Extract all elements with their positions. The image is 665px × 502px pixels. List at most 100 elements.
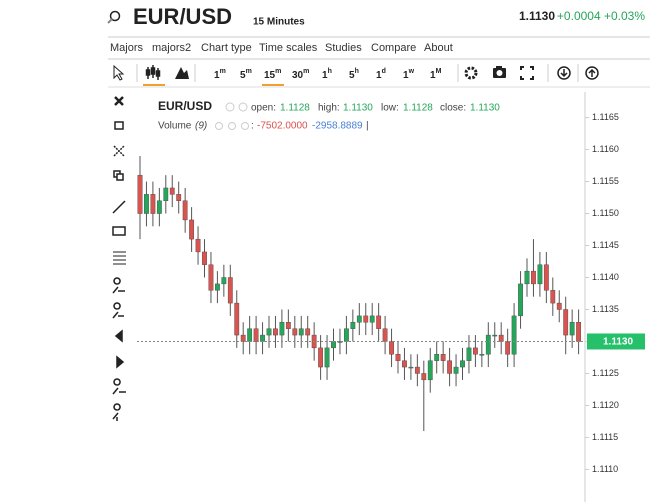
candle-body — [543, 264, 549, 291]
timeframe-unit: h — [355, 68, 359, 75]
y-tick-label: 1.1110 — [592, 464, 618, 474]
candle-body — [324, 347, 330, 368]
candle-body — [356, 315, 362, 323]
settings-button[interactable] — [464, 66, 478, 80]
timeframe-number: 30 — [292, 70, 304, 81]
candle-body — [260, 334, 265, 342]
candle-body — [137, 174, 143, 214]
candle-body — [221, 277, 227, 285]
candle-body — [466, 347, 472, 361]
candle-body — [234, 302, 240, 336]
mountain-chart-button[interactable] — [175, 67, 189, 79]
legend-label: high: — [318, 103, 340, 114]
candle-body — [163, 187, 169, 201]
timeframe-button[interactable]: 5m — [240, 68, 252, 81]
fullscreen-button[interactable] — [520, 66, 534, 80]
candle-body — [518, 283, 523, 317]
candle-body — [576, 322, 582, 342]
candle-body — [511, 315, 517, 355]
candle-body — [208, 264, 214, 291]
timeframe-bar: 1m 5m 15m 30m 1h 5h 1d 1w 1M — [214, 68, 442, 81]
clone-tool-part — [116, 173, 124, 181]
scroll-right-tool[interactable] — [116, 355, 125, 369]
y-tick-label: 1.1140 — [592, 272, 619, 282]
timeframe-button[interactable]: 1d — [376, 68, 386, 81]
zoom-reset-tool[interactable] — [112, 378, 126, 395]
menu-item[interactable]: Compare — [371, 42, 416, 54]
zoom-in-tool[interactable] — [112, 277, 125, 294]
menu-item[interactable]: About — [424, 42, 453, 54]
candle-body — [227, 277, 233, 304]
timeframe-unit: m — [303, 68, 309, 75]
candle-body — [460, 360, 465, 368]
candle-body — [453, 366, 459, 374]
fib-tool[interactable] — [113, 251, 126, 265]
candle-body — [402, 360, 407, 368]
candle-body — [298, 328, 304, 336]
candle-body — [537, 264, 543, 285]
candle-body — [273, 328, 278, 336]
menu-item[interactable]: Time scales — [259, 42, 318, 54]
timeframe-number: 1 — [430, 70, 436, 81]
zoom-out-tool[interactable] — [112, 302, 124, 319]
timeframe-unit: d — [382, 68, 386, 75]
candle-body — [144, 194, 149, 214]
symbol-title: EUR/USD — [133, 4, 232, 29]
candle-body — [447, 360, 452, 374]
y-tick-label: 1.1125 — [592, 368, 619, 378]
timeframe-button[interactable]: 1m — [214, 68, 226, 81]
rectangle-tool[interactable] — [112, 226, 126, 236]
last-price: 1.1130 — [519, 9, 555, 23]
separators — [136, 64, 579, 82]
pointer-tool[interactable] — [113, 64, 125, 81]
active-underline — [262, 84, 284, 86]
candle-body — [363, 315, 369, 323]
volume-value: -7502.0000 — [257, 121, 308, 132]
candle-body — [253, 328, 259, 342]
legend-label: low: — [381, 103, 399, 114]
y-tick-label: 1.1135 — [592, 304, 619, 314]
volume-label: Volume — [158, 121, 192, 132]
timeframe-number: 5 — [240, 70, 246, 81]
candle-body — [421, 373, 427, 381]
candle-chart-button[interactable] — [145, 65, 161, 80]
zoom-box-tool[interactable] — [114, 121, 124, 130]
candle-body — [176, 194, 182, 201]
candle-body — [505, 341, 511, 355]
timeframe-button[interactable]: 5h — [349, 68, 359, 81]
line-tool[interactable] — [112, 200, 126, 214]
search-icon[interactable] — [107, 10, 121, 24]
close-tool[interactable] — [114, 96, 124, 106]
candle-body — [556, 302, 562, 310]
candle-body — [479, 354, 485, 356]
candle-body — [369, 315, 375, 323]
volume-icons — [215, 122, 249, 130]
download-button[interactable] — [557, 66, 571, 80]
timeframe-button[interactable]: 1M — [430, 68, 442, 81]
snapshot-button[interactable] — [493, 66, 506, 78]
menu-item[interactable]: majors2 — [152, 42, 191, 54]
upload-button[interactable] — [585, 66, 599, 80]
candle-body — [434, 354, 440, 361]
legend-value: 1.1130 — [343, 103, 373, 114]
candle-body — [440, 354, 446, 361]
timeframe-button[interactable]: 1h — [322, 68, 332, 81]
candle-body — [344, 328, 349, 342]
menu-item[interactable]: Chart type — [201, 42, 252, 54]
timeframe-button[interactable]: 15m — [264, 68, 281, 81]
menu-item[interactable]: Majors — [110, 42, 144, 54]
timeframe-number: 5 — [349, 70, 355, 81]
timeframe-button[interactable]: 30m — [292, 68, 309, 81]
timeframe-button[interactable]: 1w — [403, 68, 415, 81]
candle-body — [498, 334, 504, 342]
y-tick-label: 1.1115 — [592, 432, 618, 442]
candle-body — [376, 315, 382, 329]
legend-icons — [225, 102, 248, 112]
scroll-left-tool[interactable] — [114, 329, 123, 343]
zoom-fit-tool[interactable] — [112, 403, 121, 421]
candle-body — [563, 309, 569, 336]
crosshair-tool[interactable] — [113, 145, 125, 157]
timeframe-unit: m — [246, 68, 252, 75]
menu-item[interactable]: Studies — [325, 42, 362, 54]
